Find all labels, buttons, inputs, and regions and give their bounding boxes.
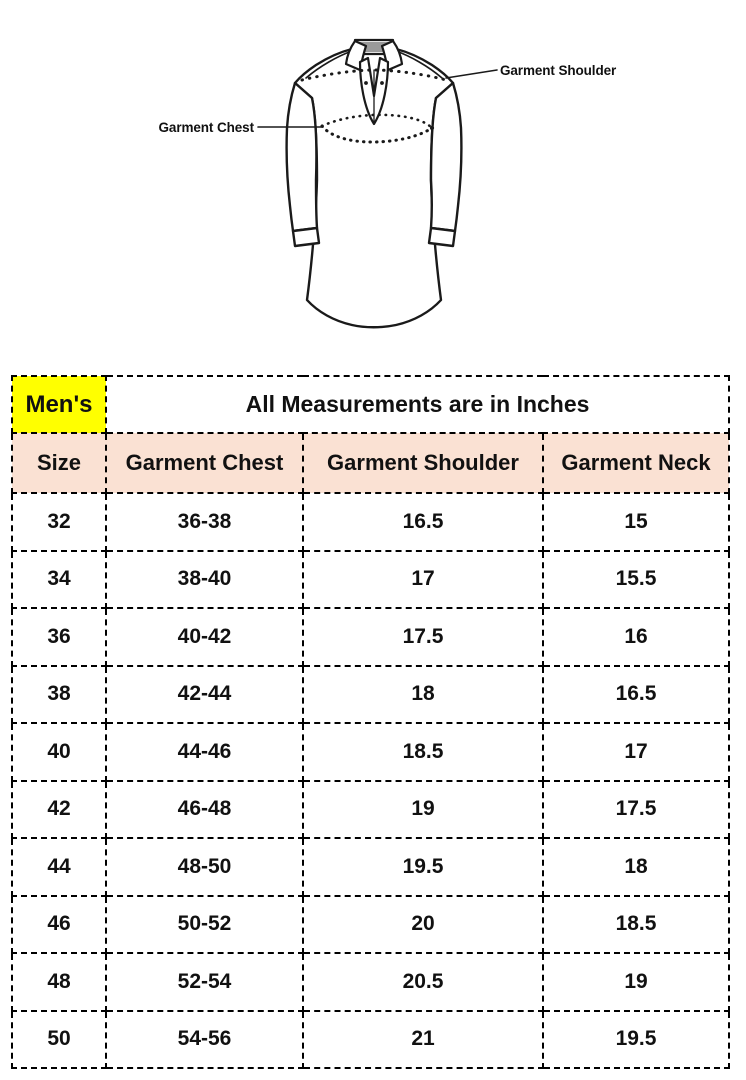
garment-shoulder-leader-line — [445, 69, 498, 79]
garment-shoulder-label: Garment Shoulder — [500, 63, 617, 78]
cell-chest: 46-48 — [105, 779, 304, 839]
cell-size: 32 — [11, 492, 107, 552]
cell-size: 36 — [11, 607, 107, 667]
measurement-unit-title: All Measurements are in Inches — [104, 375, 731, 434]
table-row: 36 40-42 17.5 16 — [11, 607, 731, 667]
size-chart-table-container: Men's All Measurements are in Inches Siz… — [11, 375, 731, 1069]
cell-neck: 18 — [541, 837, 731, 897]
cell-shoulder: 18 — [302, 664, 544, 724]
cell-neck: 16.5 — [541, 664, 731, 724]
cell-size: 44 — [11, 837, 107, 897]
cell-size: 40 — [11, 722, 107, 782]
cell-shoulder: 19.5 — [302, 837, 544, 897]
cell-shoulder: 16.5 — [302, 492, 544, 552]
cell-shoulder: 17 — [302, 549, 544, 609]
cell-chest: 40-42 — [105, 607, 304, 667]
cell-chest: 38-40 — [105, 549, 304, 609]
cell-shoulder: 18.5 — [302, 722, 544, 782]
table-row: 46 50-52 20 18.5 — [11, 894, 731, 954]
cell-chest: 36-38 — [105, 492, 304, 552]
cell-neck: 18.5 — [541, 894, 731, 954]
table-row: 44 48-50 19.5 18 — [11, 837, 731, 897]
cell-shoulder: 20 — [302, 894, 544, 954]
cell-size: 38 — [11, 664, 107, 724]
table-row: 34 38-40 17 15.5 — [11, 549, 731, 609]
shoulder-measure-dotted-line — [300, 68, 448, 82]
kurta-left-sleeve — [285, 81, 319, 233]
table-row: 48 52-54 20.5 19 — [11, 952, 731, 1012]
table-row: 32 36-38 16.5 15 — [11, 492, 731, 552]
table-row: 50 54-56 21 19.5 — [11, 1009, 731, 1069]
size-chart-table: Men's All Measurements are in Inches Siz… — [11, 375, 731, 1069]
kurta-right-sleeve — [429, 81, 463, 233]
cell-neck: 16 — [541, 607, 731, 667]
chest-measure-dotted-ellipse — [320, 113, 435, 144]
column-header-garment-chest: Garment Chest — [105, 432, 304, 494]
cell-chest: 50-52 — [105, 894, 304, 954]
cell-shoulder: 19 — [302, 779, 544, 839]
column-header-garment-neck: Garment Neck — [541, 432, 731, 494]
cell-size: 50 — [11, 1009, 107, 1069]
placket-button-upper — [364, 81, 368, 85]
cell-size: 48 — [11, 952, 107, 1012]
kurta-drawing — [285, 47, 463, 329]
column-header-size: Size — [11, 432, 107, 494]
cell-neck: 19.5 — [541, 1009, 731, 1069]
table-row: 40 44-46 18.5 17 — [11, 722, 731, 782]
cell-chest: 42-44 — [105, 664, 304, 724]
cell-shoulder: 17.5 — [302, 607, 544, 667]
table-title-row: Men's All Measurements are in Inches — [11, 375, 731, 434]
cell-size: 46 — [11, 894, 107, 954]
placket-opening — [358, 56, 390, 126]
cell-chest: 52-54 — [105, 952, 304, 1012]
table-row: 42 46-48 19 17.5 — [11, 779, 731, 839]
chest-measure-dotted-bottom — [320, 124, 434, 144]
cell-neck: 15 — [541, 492, 731, 552]
cell-neck: 17.5 — [541, 779, 731, 839]
column-header-garment-shoulder: Garment Shoulder — [302, 432, 544, 494]
placket-button-lower — [380, 81, 384, 85]
garment-chest-label: Garment Chest — [159, 120, 255, 135]
placket-buttons — [364, 81, 384, 85]
cell-chest: 54-56 — [105, 1009, 304, 1069]
cell-chest: 48-50 — [105, 837, 304, 897]
cell-shoulder: 20.5 — [302, 952, 544, 1012]
cell-neck: 19 — [541, 952, 731, 1012]
cell-shoulder: 21 — [302, 1009, 544, 1069]
cell-neck: 17 — [541, 722, 731, 782]
table-header-row: Size Garment Chest Garment Shoulder Garm… — [11, 432, 731, 494]
cell-size: 34 — [11, 549, 107, 609]
garment-illustration: Garment Shoulder Garment Chest — [0, 0, 746, 360]
cell-neck: 15.5 — [541, 549, 731, 609]
cell-chest: 44-46 — [105, 722, 304, 782]
kurta-left-cuff — [291, 226, 321, 248]
table-row: 38 42-44 18 16.5 — [11, 664, 731, 724]
chest-measure-endpoint — [429, 125, 435, 131]
cell-size: 42 — [11, 779, 107, 839]
brand-cell: Men's — [11, 375, 107, 434]
chest-measure-dotted-top — [320, 113, 434, 130]
kurta-right-cuff — [427, 226, 457, 248]
